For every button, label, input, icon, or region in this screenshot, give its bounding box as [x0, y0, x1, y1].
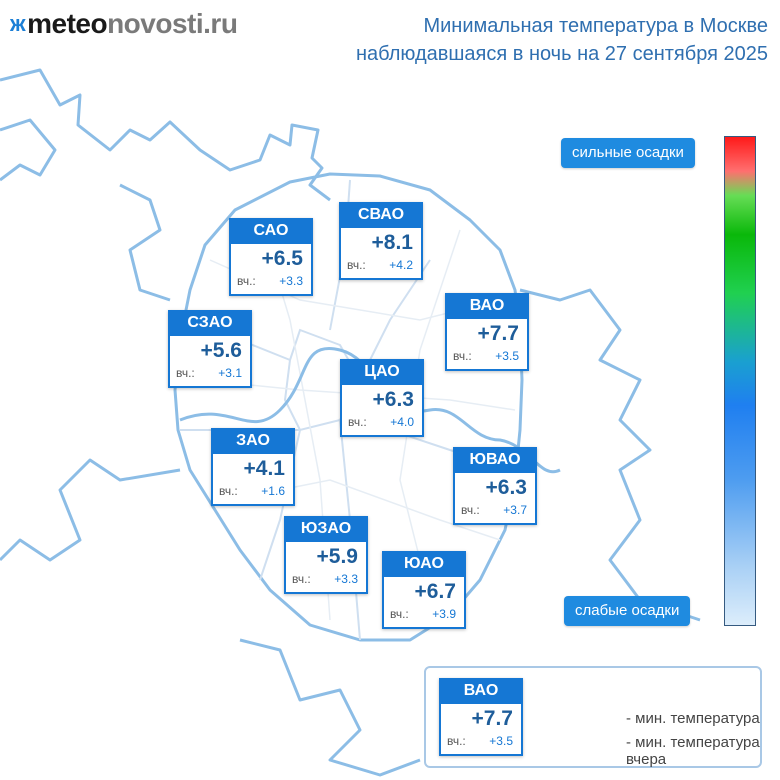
- yesterday-label: вч.:: [390, 607, 409, 621]
- yesterday-label: вч.:: [347, 258, 366, 272]
- district-card-vao: ВАО +7.7 вч.: +3.5: [445, 293, 529, 371]
- district-name: САО: [229, 218, 313, 244]
- logo-meteo: meteo: [27, 8, 108, 39]
- district-yesterday: вч.: +3.5: [441, 732, 521, 750]
- district-card-sao: САО +6.5 вч.: +3.3: [229, 218, 313, 296]
- legend-min-temp: - мин. температура: [626, 710, 760, 727]
- legend-sample-card: ВАО +7.7 вч.: +3.5: [439, 678, 523, 756]
- logo-novosti: novosti.ru: [107, 8, 238, 39]
- title-line-2: наблюдавшаяся в ночь на 27 сентября 2025: [356, 43, 768, 65]
- yesterday-value: +3.3: [334, 572, 358, 586]
- district-yesterday: вч.: +3.9: [384, 605, 464, 623]
- district-name: ЮВАО: [453, 447, 537, 473]
- yesterday-label: вч.:: [292, 572, 311, 586]
- precipitation-color-scale: [724, 136, 756, 626]
- district-card-yuvao: ЮВАО +6.3 вч.: +3.7: [453, 447, 537, 525]
- yesterday-label: вч.:: [219, 484, 238, 498]
- district-name: СЗАО: [168, 310, 252, 336]
- title-line-1: Минимальная температура в Москве: [423, 15, 768, 37]
- district-yesterday: вч.: +3.7: [455, 501, 535, 519]
- site-logo[interactable]: жmeteonovosti.ru: [10, 8, 238, 40]
- yesterday-value: +3.9: [432, 607, 456, 621]
- district-temp: +6.7: [414, 580, 456, 603]
- district-yesterday: вч.: +4.2: [341, 256, 421, 274]
- district-temp: +6.3: [372, 388, 414, 411]
- district-card-yuao: ЮАО +6.7 вч.: +3.9: [382, 551, 466, 629]
- district-yesterday: вч.: +4.0: [342, 413, 422, 431]
- district-card-yuzao: ЮЗАО +5.9 вч.: +3.3: [284, 516, 368, 594]
- district-name: ЮАО: [382, 551, 466, 577]
- yesterday-label: вч.:: [453, 349, 472, 363]
- district-yesterday: вч.: +3.5: [447, 347, 527, 365]
- district-name: ЦАО: [340, 359, 424, 385]
- district-temp: +6.5: [261, 247, 303, 270]
- logo-mark-icon: ж: [10, 11, 26, 36]
- yesterday-value: +3.7: [503, 503, 527, 517]
- scale-bottom-label: слабые осадки: [564, 596, 691, 626]
- district-temp: +5.9: [316, 545, 358, 568]
- scale-top-label: сильные осадки: [561, 138, 695, 168]
- district-temp: +6.3: [485, 476, 527, 499]
- district-name: СВАО: [339, 202, 423, 228]
- region-outline-west: [0, 118, 171, 302]
- district-card-zao: ЗАО +4.1 вч.: +1.6: [211, 428, 295, 506]
- district-name: ВАО: [445, 293, 529, 319]
- district-temp: +5.6: [200, 339, 242, 362]
- district-name: ЗАО: [211, 428, 295, 454]
- yesterday-value: +3.3: [279, 274, 303, 288]
- district-card-szao: СЗАО +5.6 вч.: +3.1: [168, 310, 252, 388]
- legend: ВАО +7.7 вч.: +3.5 - мин. температура - м…: [424, 666, 762, 768]
- district-yesterday: вч.: +3.3: [286, 570, 366, 588]
- yesterday-value: +3.5: [489, 734, 513, 748]
- yesterday-label: вч.:: [447, 734, 466, 748]
- yesterday-value: +4.2: [389, 258, 413, 272]
- district-temp: +8.1: [371, 231, 413, 254]
- district-temp: +7.7: [471, 707, 513, 730]
- region-outline-east: [519, 288, 701, 622]
- legend-min-temp-yesterday: - мин. температура вчера: [626, 734, 760, 768]
- yesterday-value: +3.1: [218, 366, 242, 380]
- region-outline-south: [0, 458, 421, 777]
- yesterday-value: +1.6: [261, 484, 285, 498]
- yesterday-label: вч.:: [461, 503, 480, 517]
- district-name: ЮЗАО: [284, 516, 368, 542]
- district-yesterday: вч.: +1.6: [213, 482, 293, 500]
- yesterday-label: вч.:: [176, 366, 195, 380]
- district-card-tsao: ЦАО +6.3 вч.: +4.0: [340, 359, 424, 437]
- yesterday-label: вч.:: [237, 274, 256, 288]
- district-name: ВАО: [439, 678, 523, 704]
- region-outline-north: [0, 68, 331, 202]
- yesterday-value: +4.0: [390, 415, 414, 429]
- yesterday-value: +3.5: [495, 349, 519, 363]
- district-yesterday: вч.: +3.3: [231, 272, 311, 290]
- district-card-svao: СВАО +8.1 вч.: +4.2: [339, 202, 423, 280]
- district-temp: +7.7: [477, 322, 519, 345]
- district-temp: +4.1: [243, 457, 285, 480]
- yesterday-label: вч.:: [348, 415, 367, 429]
- district-yesterday: вч.: +3.1: [170, 364, 250, 382]
- page-title: Минимальная температура в Москве наблюда…: [356, 12, 768, 68]
